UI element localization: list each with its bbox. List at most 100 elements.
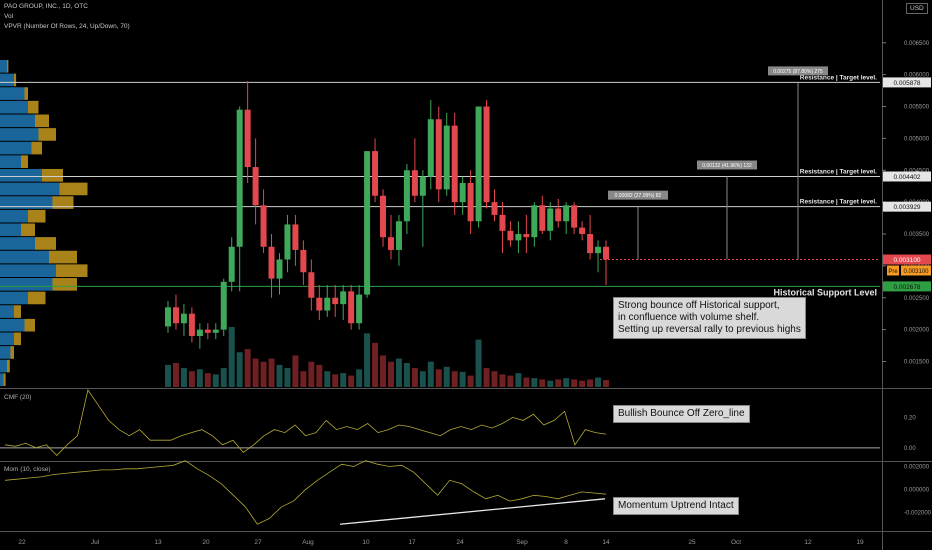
candle-body — [292, 224, 299, 250]
volume-bar — [204, 373, 211, 387]
vp-down-bar — [28, 100, 39, 114]
volume-bar — [419, 371, 426, 387]
candle-body — [459, 183, 466, 203]
y-tick-label: 0.001500 — [904, 360, 930, 366]
candle-body — [387, 237, 394, 250]
level-price-tag — [883, 171, 931, 182]
volume-bar — [348, 375, 355, 387]
cmf-series-line — [4, 389, 607, 456]
candle-body — [523, 234, 530, 238]
candle-body — [419, 176, 426, 196]
level-price-label: 0.003929 — [893, 204, 920, 211]
volume-bar — [515, 373, 522, 387]
measure-label-box — [768, 66, 828, 76]
x-tick-label: 27 — [254, 539, 262, 546]
candle-body — [539, 205, 546, 231]
candle-body — [188, 313, 195, 336]
level-label: Historical Support Level — [773, 287, 877, 297]
bounce-annotation-line-3: Setting up reversal rally to previous hi… — [618, 324, 801, 335]
candle-body — [475, 106, 482, 222]
candle-body — [571, 205, 578, 228]
volume-bar — [427, 361, 434, 387]
vp-up-bar — [0, 169, 42, 182]
volume-bar — [563, 378, 570, 387]
y-tick-label: 0.005000 — [904, 136, 930, 142]
y-tick-label: 0.005500 — [904, 105, 930, 111]
candle-body — [268, 246, 275, 279]
vp-up-bar — [0, 291, 28, 305]
vp-up-bar — [0, 318, 25, 332]
vp-down-bar — [31, 141, 42, 155]
volume-bar — [443, 366, 450, 387]
measure-label-box — [697, 160, 757, 170]
vp-up-bar — [0, 223, 21, 237]
pre-market-tag — [887, 265, 899, 276]
volume-bar — [172, 363, 179, 387]
volume-bar — [300, 371, 307, 387]
cmf-y-tick-label: 0.00 — [904, 446, 916, 452]
vp-up-bar — [0, 264, 56, 277]
mom-trendline — [339, 498, 606, 525]
volume-bar — [587, 379, 594, 387]
candle-body — [579, 227, 586, 234]
candle-body — [300, 249, 307, 273]
candle-body — [507, 230, 514, 241]
current-price-tag — [883, 254, 931, 265]
vpvr-label: VPVR (Number Of Rows, 24, Up/Down, 70) — [4, 23, 130, 30]
vp-up-bar — [0, 87, 25, 100]
candle-body — [364, 151, 371, 295]
cmf-y-tick-label: 0.20 — [904, 415, 916, 421]
candle-body — [547, 208, 554, 231]
vp-down-bar — [3, 373, 6, 386]
candle-body — [284, 224, 291, 260]
volume-bar — [324, 371, 331, 387]
volume-bar — [459, 371, 466, 387]
vp-up-bar — [0, 209, 28, 223]
vp-down-bar — [14, 73, 17, 87]
mom-series-line — [4, 460, 607, 525]
pre-market-price-tag — [901, 265, 931, 276]
volume-bar — [411, 368, 418, 387]
volume-bar — [340, 373, 347, 387]
vp-down-bar — [24, 87, 28, 100]
volume-bar — [212, 374, 219, 387]
vp-down-bar — [56, 264, 88, 277]
volume-bar — [188, 371, 195, 387]
x-tick-label: 13 — [154, 539, 162, 546]
mom-y-tick-label: 0.002000 — [904, 464, 930, 470]
volume-bar — [268, 358, 275, 387]
cmf-annotation: Bullish Bounce Off Zero_line — [613, 405, 750, 423]
candle-body — [220, 281, 227, 330]
candle-body — [165, 307, 171, 327]
volume-bar — [547, 380, 554, 387]
volume-bar — [555, 379, 562, 387]
y-tick-label: 0.006000 — [904, 73, 930, 79]
level-label: Resistance | Target level. — [800, 168, 877, 175]
vp-down-bar — [21, 223, 35, 237]
x-tick-label: Aug — [302, 539, 314, 546]
candle-body — [236, 109, 243, 247]
x-tick-label: 8 — [564, 539, 568, 546]
candle-body — [595, 246, 602, 254]
candle-body — [196, 329, 203, 336]
volume-bar — [165, 364, 171, 387]
volume-bar — [228, 327, 235, 387]
volume-bar — [523, 377, 530, 387]
volume-bar — [531, 378, 538, 387]
measure-label-box — [608, 190, 668, 200]
candle-body — [443, 125, 450, 190]
measure-label: 0.00275 (87.80%) 275 — [773, 69, 823, 75]
mom-title: Mom (10, close) — [4, 466, 51, 473]
volume-bar — [316, 364, 323, 387]
level-price-tag — [883, 281, 931, 292]
vp-up-bar — [0, 250, 49, 264]
vp-up-bar — [0, 237, 35, 250]
candle-body — [531, 205, 538, 238]
volume-bar — [180, 368, 187, 387]
candle-body — [180, 313, 187, 324]
vp-down-bar — [21, 155, 28, 168]
volume-bar — [395, 358, 402, 387]
currency-label[interactable]: USD — [906, 3, 928, 14]
vp-down-bar — [24, 318, 35, 332]
x-tick-label: Sep — [516, 539, 528, 546]
